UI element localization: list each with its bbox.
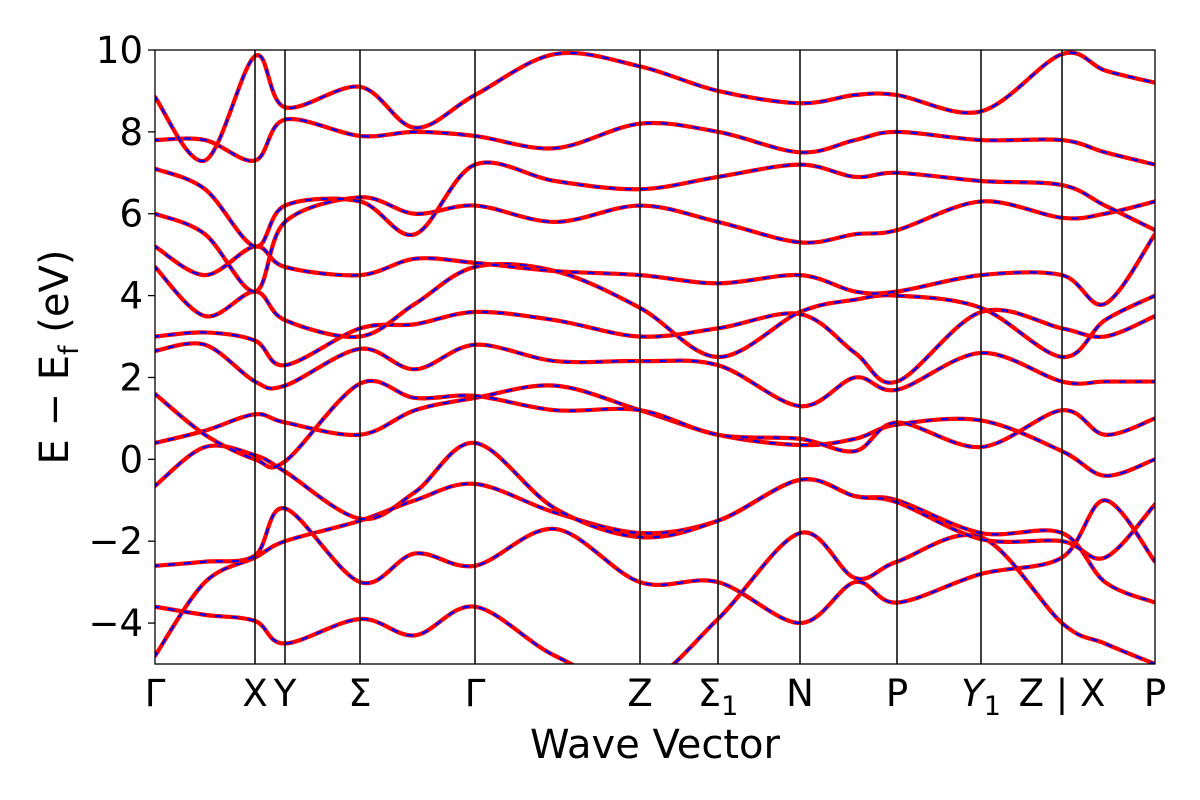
band-line-overlay-7: [155, 342, 1155, 408]
x-tick-label: N: [786, 672, 814, 715]
band-line-overlay-14: [155, 51, 1155, 162]
x-tick-label: Y: [273, 672, 297, 715]
x-tick-label-sub: 1: [984, 691, 1001, 722]
x-tick-label: Y1: [961, 672, 1001, 722]
x-tick-label: Z | X: [1019, 672, 1106, 715]
x-tick-label-main: Z | X: [1019, 672, 1106, 715]
y-tick-label: 10: [96, 29, 143, 72]
plot-frame: [154, 49, 1156, 665]
y-axis-title-unit: (eV): [32, 250, 78, 346]
x-tick-label-main: Γ: [145, 672, 166, 715]
x-tick-label-main: N: [786, 672, 814, 715]
y-axis-title-main: E − E: [32, 355, 78, 465]
x-tick-label-main: Y: [273, 672, 297, 715]
x-tick-label: X: [242, 672, 267, 715]
y-tick-label: 8: [119, 111, 143, 154]
x-tick-label: Γ: [145, 672, 166, 715]
x-tick-label-main: Σ: [698, 672, 721, 715]
band-line-overlay-12: [155, 161, 1155, 248]
x-tick-label: P: [886, 672, 908, 715]
x-tick-label-main: P: [1144, 672, 1166, 715]
y-axis-title: E − Ef (eV): [32, 250, 85, 465]
x-tick-label-main: Y: [961, 672, 986, 715]
x-tick-label-main: Σ: [348, 672, 371, 715]
band-line-overlay-10: [155, 233, 1155, 306]
band-line-overlay-11: [155, 196, 1155, 293]
y-tick-label: −2: [88, 520, 143, 563]
plot-background: [155, 50, 1155, 664]
y-axis-title-sub: f: [54, 344, 85, 355]
x-tick-label-sub: 1: [721, 691, 738, 722]
x-tick-label: Σ: [348, 672, 371, 715]
x-tick-label: Z: [627, 672, 652, 715]
x-tick-label-main: P: [886, 672, 908, 715]
x-tick-label-main: Z: [627, 672, 652, 715]
high-symmetry-lines: [254, 50, 1063, 664]
x-tick-label-main: Γ: [465, 672, 486, 715]
x-axis-title: Wave Vector: [530, 722, 781, 768]
x-tick-label: Σ1: [698, 672, 739, 722]
y-tick-label: 2: [119, 356, 143, 399]
x-tick-label-main: X: [242, 672, 267, 715]
x-tick-label: Γ: [465, 672, 486, 715]
y-tick-label: 0: [119, 438, 143, 481]
y-tick-label: 4: [119, 275, 143, 318]
y-tick-label: 6: [119, 193, 143, 236]
y-axis: −4 −2 0 2 4 6 8 10: [88, 29, 155, 645]
x-tick-label: P: [1144, 672, 1166, 715]
y-tick-label: −4: [88, 602, 143, 645]
